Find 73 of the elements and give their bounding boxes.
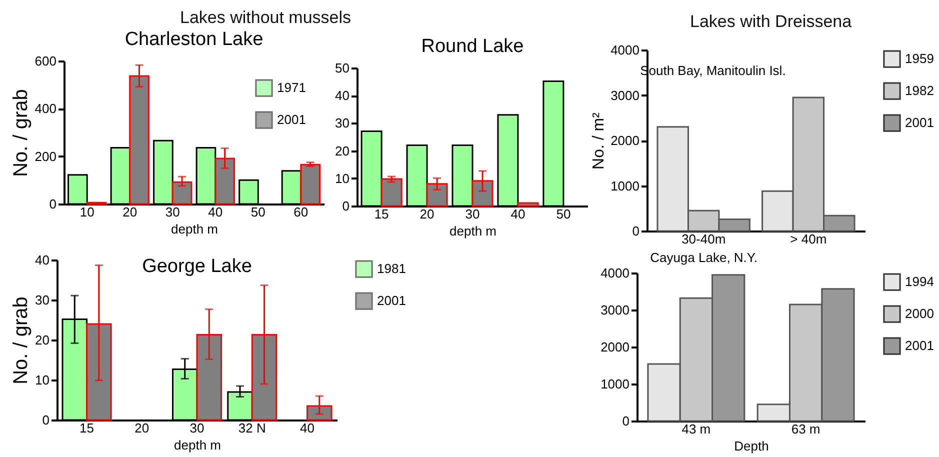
y-axis-title: No. / grab [10, 296, 32, 384]
y-tick-label: 30 [35, 292, 50, 308]
text: Lakes without mussels [180, 8, 352, 28]
legend-label: 2001 [905, 115, 934, 130]
x-tick-label: 60 [294, 204, 308, 220]
x-tick-label: 15 [374, 206, 389, 222]
bar [300, 164, 320, 205]
y-tick-label: 0 [49, 196, 56, 212]
x-tick-label: 30-40m [682, 232, 726, 246]
y-tick-label: 2000 [600, 340, 630, 354]
y-axis-title: No. / m² [590, 112, 608, 170]
y-tick-label: 3000 [600, 302, 630, 318]
legend-label: 1994 [905, 274, 934, 289]
y-tick-label: 20 [335, 143, 350, 158]
legend-label: 2001 [377, 293, 406, 308]
x-tick-label: 50 [556, 206, 571, 222]
x-tick-label: 20 [134, 420, 150, 436]
y-tick-label: 0 [622, 414, 630, 428]
x-tick-label: 40 [510, 206, 526, 222]
x-axis-title: depth m [171, 222, 218, 236]
y-tick-label: 4000 [600, 266, 630, 280]
x-axis-title: Depth [734, 438, 769, 454]
x-tick-label: 20 [122, 204, 138, 220]
x-tick-label: > 40m [790, 232, 827, 246]
bar [426, 183, 448, 207]
y-tick-label: 2000 [610, 133, 640, 148]
legend-label: 1982 [905, 83, 934, 98]
y-tick-label: 600 [34, 54, 56, 68]
chart-title: George Lake [142, 256, 252, 277]
text: Lakes with Dreissena [690, 12, 852, 32]
y-tick-label: 400 [34, 101, 56, 116]
x-tick-label: 43 m [682, 422, 711, 436]
chart-title: Cayuga Lake, N.Y. [650, 250, 758, 265]
bar [517, 202, 539, 207]
bar [380, 178, 402, 207]
y-tick-label: 40 [35, 252, 50, 268]
x-tick-label: 30 [190, 420, 204, 436]
y-tick-label: 50 [335, 60, 350, 76]
x-tick-label: 32 N [238, 420, 266, 436]
legend-label: 2000 [905, 306, 934, 321]
y-tick-label: 10 [335, 170, 350, 186]
chart-title: Round Lake [421, 36, 524, 57]
x-tick-label: 30 [465, 206, 480, 222]
legend-label: 2001 [277, 112, 306, 127]
legend-label: 2001 [905, 338, 934, 353]
y-axis-title: No. / grab [10, 89, 32, 177]
legend-label: 1959 [905, 51, 934, 66]
legend-label: 1971 [277, 80, 306, 95]
x-tick-label: 30 [165, 204, 180, 220]
x-axis-title: depth m [450, 224, 496, 238]
y-tick-label: 3000 [610, 88, 640, 103]
x-tick-label: 50 [250, 204, 266, 220]
y-tick-label: 200 [34, 148, 56, 164]
x-tick-label: 40 [208, 204, 223, 220]
x-tick-label: 40 [300, 420, 314, 436]
x-tick-label: 63 m [791, 422, 820, 436]
y-tick-label: 0 [632, 224, 640, 238]
y-tick-label: 1000 [600, 376, 630, 392]
x-axis-title: depth m [174, 438, 221, 452]
bar [172, 181, 192, 205]
y-tick-label: 4000 [610, 42, 640, 58]
x-tick-label: 10 [80, 204, 94, 220]
y-tick-label: 0 [342, 198, 350, 214]
chart-title: Charleston Lake [124, 29, 264, 50]
y-tick-label: 1000 [610, 178, 640, 194]
y-tick-label: 30 [335, 116, 350, 131]
y-tick-label: 20 [35, 332, 50, 348]
x-tick-label: 15 [80, 420, 94, 436]
y-tick-label: 10 [35, 372, 50, 388]
legend-label: 1981 [377, 261, 406, 276]
y-tick-label: 40 [335, 88, 350, 104]
y-tick-label: 0 [42, 412, 50, 428]
x-tick-label: 20 [420, 206, 434, 222]
